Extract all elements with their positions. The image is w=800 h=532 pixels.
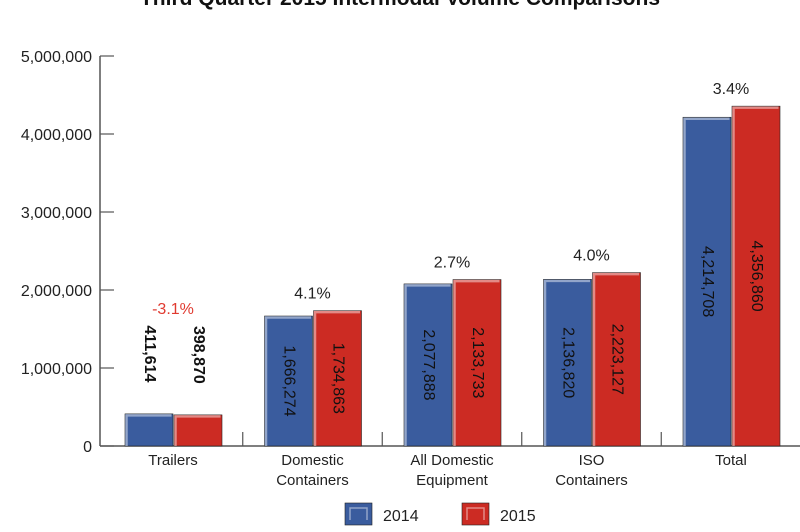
- y-tick-label: 4,000,000: [21, 127, 92, 144]
- x-tick-label: Total: [715, 452, 747, 469]
- change-label: 2.7%: [434, 255, 470, 272]
- change-label: 3.4%: [713, 81, 749, 98]
- bar-highlight: [313, 310, 360, 446]
- y-tick-label: 2,000,000: [21, 283, 92, 300]
- data-label: 1,666,274: [280, 345, 297, 416]
- bar-highlight: [174, 415, 221, 446]
- y-tick-label: 1,000,000: [21, 361, 92, 378]
- x-tick-label: Containers: [276, 472, 349, 489]
- bar-2014: [682, 116, 732, 447]
- x-tick-label: Domestic: [281, 452, 344, 469]
- y-tick-label: 5,000,000: [21, 49, 92, 66]
- bar-2015: [452, 279, 502, 447]
- legend-label: 2014: [383, 508, 419, 525]
- bar-2015: [592, 272, 641, 447]
- bar-2014: [403, 283, 453, 447]
- x-tick-label: Trailers: [148, 452, 197, 469]
- data-label: 4,356,860: [748, 240, 765, 311]
- x-tick-label: ISO: [579, 452, 605, 469]
- chart-title: Third Quarter 2015 Intermodal Volume Com…: [0, 0, 800, 11]
- legend-swatch-highlight: [466, 507, 485, 520]
- bar-2015: [731, 105, 781, 447]
- change-label: 4.1%: [294, 286, 330, 303]
- bar-highlight: [125, 414, 172, 446]
- legend-swatch-2015: [461, 502, 490, 526]
- legend-swatch-2014: [344, 502, 373, 526]
- data-label: 2,077,888: [420, 329, 437, 400]
- change-label: -3.1%: [152, 301, 194, 318]
- data-label: 2,133,733: [469, 327, 486, 398]
- bar-highlight: [683, 117, 730, 446]
- bar-2015: [313, 310, 362, 447]
- data-label: 2,136,820: [559, 327, 576, 398]
- y-tick-label: 3,000,000: [21, 205, 92, 222]
- bar-highlight: [264, 316, 311, 446]
- bar-2015: [173, 414, 223, 447]
- bar-2014: [124, 413, 174, 447]
- change-label: 4.0%: [573, 248, 609, 265]
- legend-swatch-highlight: [349, 507, 368, 520]
- data-label: 411,614: [141, 325, 158, 382]
- x-tick-label: Equipment: [416, 472, 489, 489]
- x-tick-label: All Domestic: [410, 452, 494, 469]
- y-tick-label: 0: [83, 439, 92, 456]
- data-label: 398,870: [190, 326, 207, 384]
- bar-highlight: [404, 284, 451, 446]
- bar-highlight: [453, 279, 500, 446]
- x-tick-label: Containers: [555, 472, 628, 489]
- bar-highlight: [732, 106, 779, 446]
- data-label: 2,223,127: [608, 324, 625, 395]
- legend-label: 2015: [500, 508, 536, 525]
- bar-2014: [264, 315, 313, 447]
- data-label: 1,734,863: [329, 343, 346, 414]
- bar-highlight: [543, 279, 590, 446]
- bar-highlight: [592, 272, 639, 446]
- data-label: 4,214,708: [699, 246, 716, 317]
- bar-2014: [543, 279, 592, 447]
